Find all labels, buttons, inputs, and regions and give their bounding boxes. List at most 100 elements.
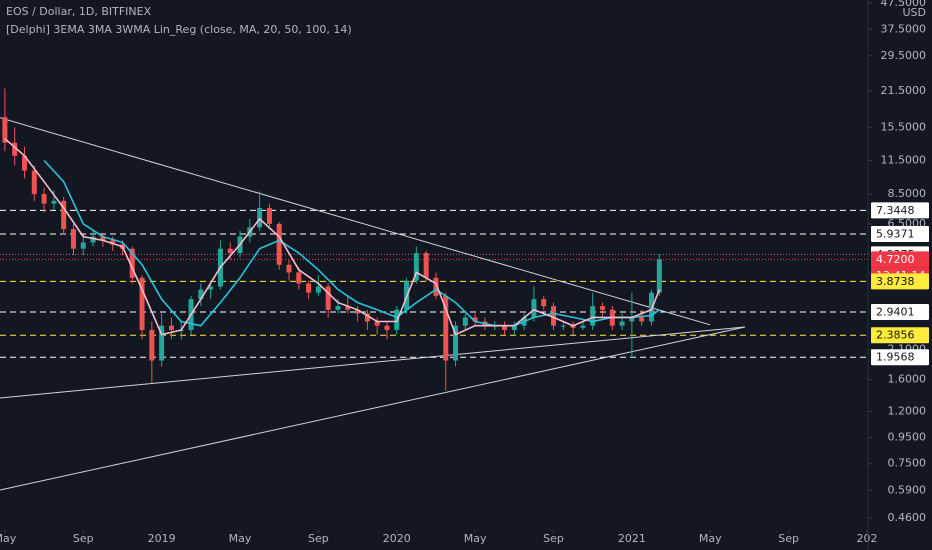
candle-body [149,330,155,361]
candle-body [61,200,67,230]
x-tick-label: 2020 [383,532,411,545]
candle-body [629,317,635,322]
candle-body [80,242,86,249]
candle-body [110,240,116,245]
level-box [871,225,929,242]
candle-body [600,306,606,310]
level-box [871,202,929,219]
candle-body [384,325,390,331]
candle-body [257,208,263,228]
x-tick-label: Sep [73,532,94,545]
candle-body [531,299,537,318]
y-tick-label: 0.9500 [888,430,927,443]
ma-line [43,159,660,327]
candle-body [159,325,165,361]
candle-body [462,317,468,326]
level-box [871,273,929,290]
y-tick-label: 47.5000 [881,0,927,9]
candle-body [580,325,586,328]
x-tick-label: Sep [308,532,329,545]
candle-body [306,283,312,293]
candle-body [374,321,380,326]
level-label: 2.9401 [876,306,915,319]
y-tick-label: 11.5000 [881,154,927,167]
candle-body [656,259,662,293]
candle-body [21,155,27,171]
x-tick-label: Sep [778,532,799,545]
candle-body [433,277,439,296]
currency: USD [902,6,926,19]
candle-body [551,306,557,326]
candle-body [453,325,459,361]
y-tick-label: 8.5000 [888,187,927,200]
candle-body [12,142,18,156]
y-tick-label: 0.5900 [888,483,927,496]
x-tick-label: May [699,532,722,545]
candle-body [639,317,645,322]
candle-body [472,317,478,322]
x-tick-label: May [464,532,487,545]
plot-area [0,88,868,491]
candle-body [560,325,566,327]
candle-body [31,170,37,195]
candle-body [648,292,654,322]
trendline [0,326,745,399]
candle-body [364,313,370,322]
candle-body [208,286,214,290]
x-tick-label: 2019 [148,532,176,545]
x-tick-label: May [229,532,252,545]
candle-body [90,236,96,243]
candle-body [198,289,204,300]
candle-body [266,208,272,224]
candle-body [443,295,449,361]
level-box [871,327,929,344]
candle-body [51,200,57,204]
level-box [871,349,929,366]
candle-body [335,306,341,310]
candle-body [502,325,508,331]
candle-body [227,248,233,254]
candle-body [325,286,331,310]
chart-title: EOS / Dollar, 1D, BITFINEX [6,5,152,18]
candle-body [423,253,429,278]
indicator-title: [Delphi] 3EMA 3MA 3WMA Lin_Reg (close, M… [6,23,352,36]
candle-body [286,264,292,273]
candle-body [413,253,419,281]
candle-body [41,194,47,204]
level-label: 5.9371 [876,227,915,240]
level-label: 7.3448 [876,204,915,217]
y-tick-label: 15.5000 [881,120,927,133]
candle-body [570,325,576,328]
candle-body [345,306,351,310]
trendline [0,326,746,491]
y-tick-label: 1.6000 [888,373,927,386]
trendline [0,117,711,326]
candle-body [619,321,625,326]
candle-body [129,248,135,278]
price-axis: 47.5000 37.5000 29.5000 21.5000 15.5000 11.50… [868,0,929,524]
candle-body [541,299,547,307]
level-label: 1.9568 [876,351,915,364]
candle-body [590,306,596,326]
candle-body [355,309,361,314]
x-tick-label: 2021 [618,532,646,545]
x-tick-label: 202 [857,532,878,545]
candle-body [511,325,517,331]
candle-body [168,325,174,331]
candle-body [296,272,302,284]
level-label: 3.8738 [876,275,915,288]
level-box [871,304,929,321]
level-box [871,251,929,268]
y-tick-label: 0.4600 [888,511,927,524]
level-label: 4.7200 [876,253,915,266]
y-tick-label: 1.2000 [888,405,927,418]
candle-body [315,286,321,293]
y-tick-label: 21.5000 [881,84,927,97]
level-label: 2.3856 [876,329,915,342]
candle-body [70,229,76,249]
y-tick-label: 37.5000 [881,22,927,35]
candle-body [276,223,282,265]
ma-line [4,138,661,336]
